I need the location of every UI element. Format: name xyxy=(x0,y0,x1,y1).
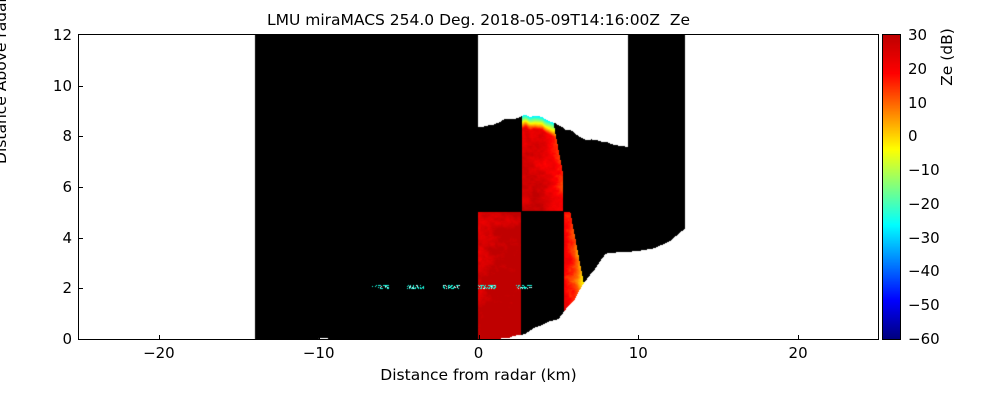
colorbar-tick-label: −30 xyxy=(908,228,940,247)
plot-axes xyxy=(78,34,879,340)
x-tick-mark xyxy=(478,335,480,339)
y-tick-mark xyxy=(79,85,83,87)
y-tick-mark xyxy=(79,237,83,239)
x-tick-label: 0 xyxy=(473,344,484,362)
y-tick-label: 2 xyxy=(62,279,72,298)
reflectivity-field xyxy=(79,35,878,339)
colorbar-tick-label: −60 xyxy=(908,330,940,348)
y-tick-label: 4 xyxy=(62,228,72,247)
colorbar-tick-label: −40 xyxy=(908,262,940,281)
x-tick-mark xyxy=(158,335,160,339)
y-tick-mark xyxy=(79,288,83,290)
colorbar-tick-label: 20 xyxy=(908,59,928,78)
x-axis-label: Distance from radar (km) xyxy=(380,366,577,384)
x-tick-mark xyxy=(798,335,800,339)
x-tick-mark xyxy=(318,335,320,339)
colorbar-tick-label: 0 xyxy=(908,127,918,146)
colorbar-tick-label: 10 xyxy=(908,93,928,112)
y-tick-label: 12 xyxy=(52,26,72,44)
y-tick-label: 8 xyxy=(62,127,72,146)
colorbar-tick-label: 30 xyxy=(908,26,928,44)
colorbar xyxy=(882,34,901,340)
y-tick-label: 10 xyxy=(52,76,72,95)
x-tick-label: 10 xyxy=(628,344,648,362)
colorbar-label: Ze (dB) xyxy=(938,28,956,86)
colorbar-tick-label: −20 xyxy=(908,194,940,213)
y-axis-label: Distance Above radar (km) xyxy=(0,0,10,164)
colorbar-tick-label: −50 xyxy=(908,296,940,315)
y-tick-mark xyxy=(79,187,83,189)
y-tick-label: 6 xyxy=(62,178,72,196)
colorbar-tick-label: −10 xyxy=(908,161,940,180)
x-tick-label: 20 xyxy=(788,344,808,362)
x-tick-label: −10 xyxy=(302,344,335,362)
page-title: LMU miraMACS 254.0 Deg. 2018-05-09T14:16… xyxy=(266,11,691,29)
colorbar-gradient xyxy=(883,35,900,339)
x-tick-label: −20 xyxy=(143,344,175,362)
y-tick-label: 0 xyxy=(62,330,72,348)
y-tick-mark xyxy=(79,136,83,138)
x-tick-mark xyxy=(638,335,640,339)
